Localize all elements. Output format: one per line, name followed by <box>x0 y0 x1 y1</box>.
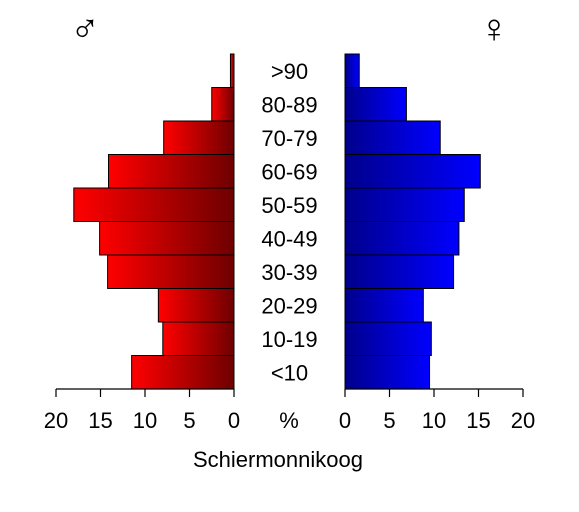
male-bar <box>229 53 235 88</box>
age-group-label: 30-39 <box>261 260 317 285</box>
age-group-label: 20-29 <box>261 293 317 318</box>
female-bar <box>344 221 460 256</box>
percent-unit-label: % <box>279 408 299 433</box>
age-group-label: 70-79 <box>261 126 317 151</box>
male-tick-label: 10 <box>133 408 157 433</box>
male-bar <box>99 221 235 256</box>
age-group-label: 60-69 <box>261 159 317 184</box>
female-bar <box>344 120 441 155</box>
female-bar <box>344 154 481 189</box>
male-bar <box>211 87 235 122</box>
male-bar <box>108 154 235 189</box>
female-bar <box>344 87 407 122</box>
male-symbol-icon: ♂ <box>70 7 100 51</box>
female-bar <box>344 321 432 356</box>
male-tick-label: 0 <box>228 408 240 433</box>
male-bar <box>73 187 235 222</box>
age-group-label: 50-59 <box>261 193 317 218</box>
age-group-label: 80-89 <box>261 92 317 117</box>
male-bar <box>162 321 235 356</box>
chart-title: Schiermonnikoog <box>193 447 363 472</box>
male-tick-label: 20 <box>44 408 68 433</box>
female-tick-label: 0 <box>339 408 351 433</box>
female-tick-label: 15 <box>466 408 490 433</box>
age-group-label: 40-49 <box>261 226 317 251</box>
female-tick-label: 20 <box>511 408 535 433</box>
female-bar <box>344 254 455 289</box>
female-symbol-icon: ♀ <box>479 7 509 51</box>
female-bar <box>344 288 424 323</box>
male-bars <box>73 53 235 390</box>
age-group-labels: <10 10-19 20-29 30-39 40-49 50-59 60-69 70-79 80… <box>261 59 317 386</box>
male-bar <box>163 120 235 155</box>
male-bar <box>131 355 235 390</box>
male-tick-label: 5 <box>183 408 195 433</box>
male-tick-label: 15 <box>88 408 112 433</box>
age-group-label: <10 <box>271 360 308 385</box>
female-bar <box>344 355 431 390</box>
female-bar <box>344 187 465 222</box>
female-tick-label: 5 <box>383 408 395 433</box>
female-bars <box>344 53 481 390</box>
female-tick-label: 10 <box>422 408 446 433</box>
male-bar <box>157 288 235 323</box>
male-bar <box>107 254 235 289</box>
age-group-label: 10-19 <box>261 327 317 352</box>
female-bar <box>344 53 360 88</box>
female-axis: 0 5 10 15 20 <box>339 388 535 433</box>
age-group-label: >90 <box>271 59 308 84</box>
male-axis: 0 5 10 15 20 <box>44 388 240 433</box>
